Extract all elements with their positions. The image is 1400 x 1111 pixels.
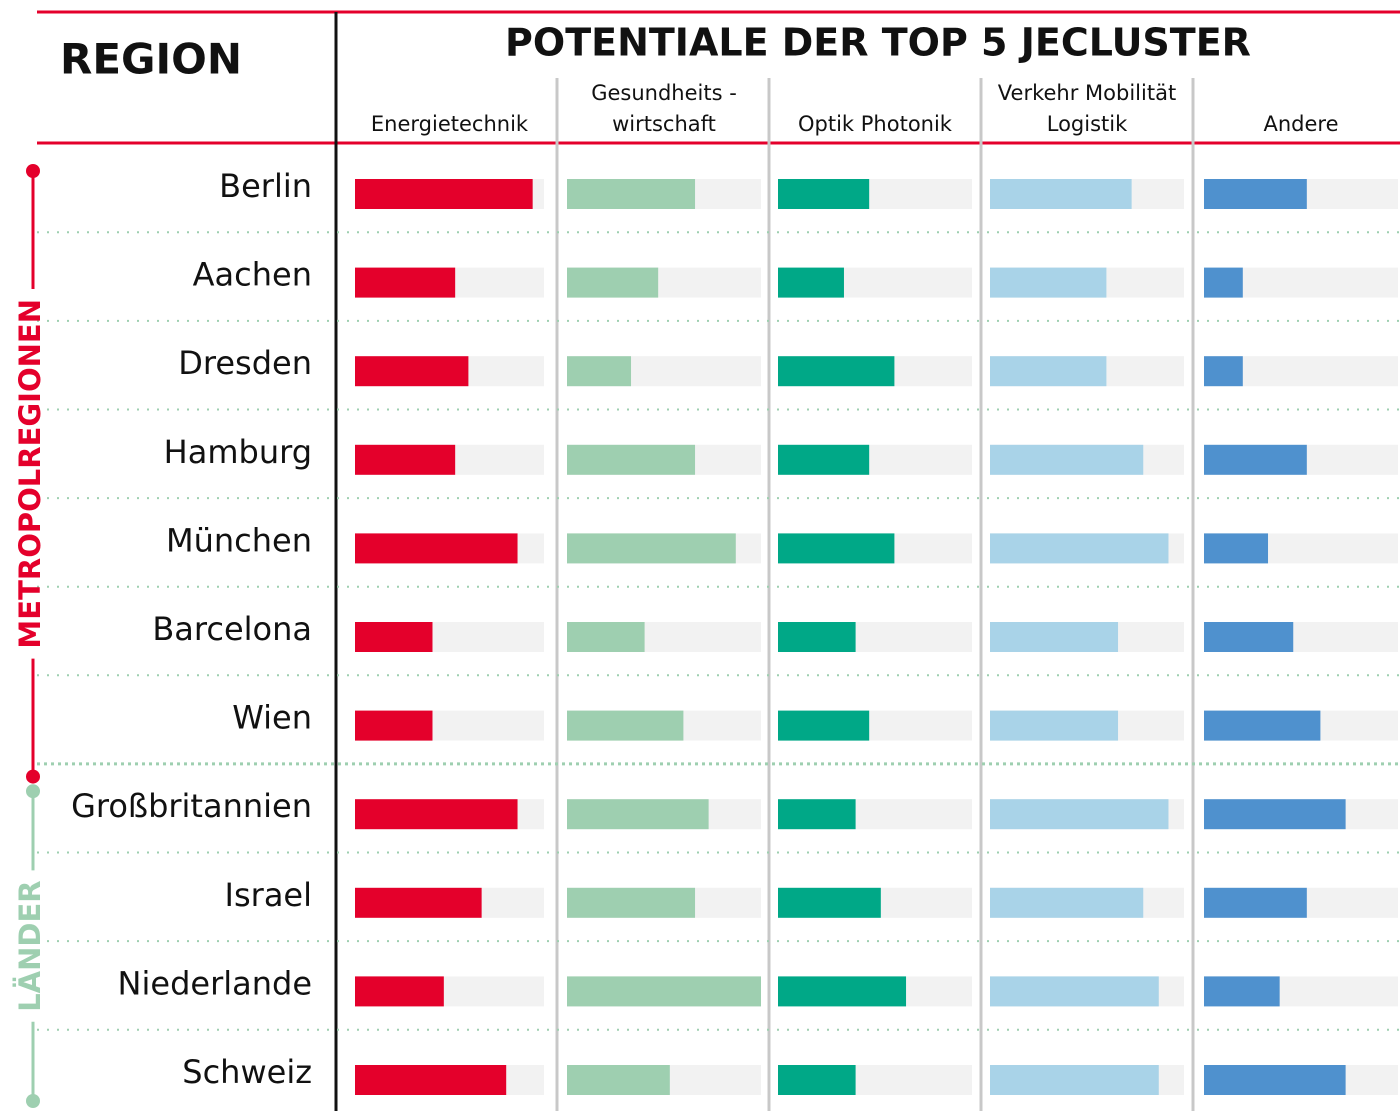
bar <box>778 356 895 387</box>
bar <box>1204 887 1307 918</box>
row-header: REGION <box>60 35 242 84</box>
bar <box>355 267 456 298</box>
bar <box>355 710 433 741</box>
bar <box>990 799 1169 830</box>
region-label: Großbritannien <box>71 787 312 825</box>
bar <box>778 622 856 652</box>
bar <box>567 710 684 741</box>
bar <box>778 710 870 741</box>
bar <box>355 976 444 1007</box>
bar <box>778 887 881 918</box>
bar <box>990 710 1119 741</box>
region-label: Wien <box>232 699 312 737</box>
column-header-box: Andere <box>1263 112 1339 136</box>
bar <box>1204 356 1243 387</box>
bar <box>567 887 696 918</box>
bar <box>778 976 907 1007</box>
bar <box>355 533 518 564</box>
group-bracket-dot <box>26 164 40 178</box>
region-label: Schweiz <box>182 1053 312 1091</box>
bar <box>1204 444 1307 475</box>
bar <box>355 887 482 918</box>
bar <box>1204 976 1280 1007</box>
bar <box>355 622 433 652</box>
bar <box>567 444 696 475</box>
bar <box>778 799 856 830</box>
bar <box>990 976 1159 1007</box>
region-label: Berlin <box>219 167 312 205</box>
bar <box>355 356 469 387</box>
column-header: Energietechnik <box>370 112 529 136</box>
bar <box>778 444 870 475</box>
bar <box>1204 710 1321 741</box>
bar <box>1204 622 1294 652</box>
bar <box>1204 533 1269 564</box>
column-header-box: Verkehr Mobilität Logistik <box>997 81 1177 136</box>
region-label: Israel <box>225 876 312 914</box>
bar <box>1204 179 1307 209</box>
column-header: Gesundheits - wirtschaft <box>591 81 737 136</box>
bar <box>567 622 645 652</box>
bar <box>1204 267 1243 298</box>
column-header: Optik Photonik <box>798 112 952 136</box>
bar <box>355 1065 507 1095</box>
bar <box>778 267 844 298</box>
group-label: METROPOLREGIONEN <box>13 299 47 649</box>
group-bracket-dot <box>26 1094 40 1108</box>
column-header-box: Gesundheits - wirtschaft <box>591 81 737 136</box>
bar <box>567 179 696 209</box>
bar <box>990 887 1144 918</box>
chart-title: POTENTIALE DER TOP 5 JECLUSTER <box>505 21 1251 65</box>
bar <box>567 976 761 1007</box>
region-label: Aachen <box>193 256 312 294</box>
bar <box>567 267 659 298</box>
bar <box>355 179 533 209</box>
column-header: Andere <box>1263 112 1339 136</box>
column-header: Verkehr Mobilität Logistik <box>997 81 1177 136</box>
region-label: München <box>166 521 312 559</box>
column-header-box: Energietechnik <box>370 112 529 136</box>
region-label: Dresden <box>178 344 312 382</box>
column-header-box: Optik Photonik <box>798 112 952 136</box>
bar <box>1204 799 1346 830</box>
bar <box>990 1065 1159 1095</box>
bar <box>778 179 870 209</box>
bar <box>990 533 1169 564</box>
bar <box>1204 1065 1346 1095</box>
bar <box>990 356 1107 387</box>
bar <box>567 533 736 564</box>
bar <box>355 444 456 475</box>
bar <box>990 444 1144 475</box>
region-label: Niederlande <box>118 964 312 1002</box>
group-bracket-dot <box>26 784 40 799</box>
region-label: Hamburg <box>164 433 312 471</box>
bar <box>778 1065 856 1095</box>
group-label: LÄNDER <box>13 880 47 1011</box>
region-label: Barcelona <box>152 610 312 648</box>
group-bracket-dot <box>26 769 40 784</box>
bar <box>990 179 1132 209</box>
bar <box>567 799 709 830</box>
bar <box>355 799 518 830</box>
bar <box>778 533 895 564</box>
bar <box>567 1065 670 1095</box>
bar <box>567 356 632 387</box>
bar <box>990 622 1119 652</box>
bar <box>990 267 1107 298</box>
